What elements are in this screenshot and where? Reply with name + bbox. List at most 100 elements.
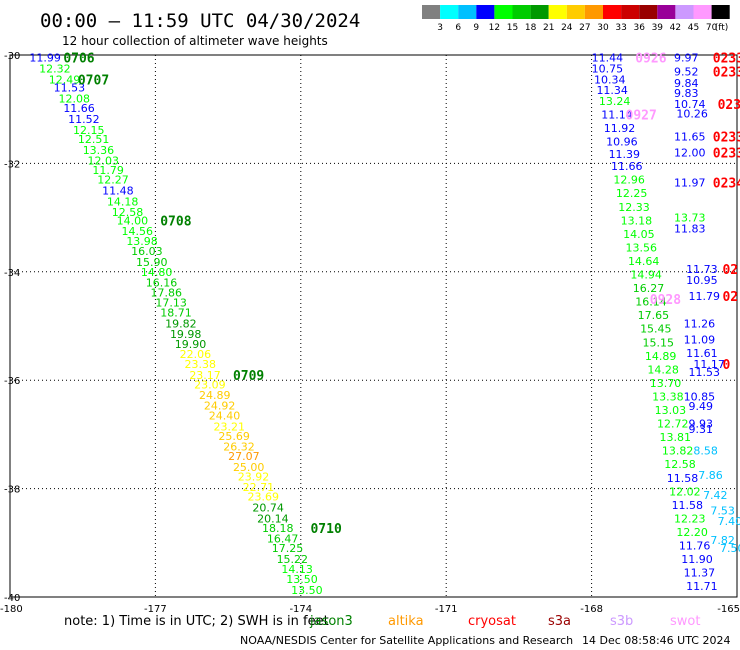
- x-tick-label: -165: [717, 604, 740, 615]
- colorbar-tick: 33: [615, 23, 626, 33]
- mission-legend: jason3 altika cryosat s3a s3b swot: [309, 614, 700, 629]
- wave-height-label: 22.71: [243, 481, 275, 494]
- wave-height-label: 15.22: [277, 553, 309, 566]
- wave-height-label: 14.28: [647, 363, 679, 376]
- wave-height-label: 13.50: [286, 573, 318, 586]
- mission-jason3: jason3: [309, 614, 353, 629]
- wave-height-label: 18.71: [160, 306, 192, 319]
- y-tick-label: -30: [4, 51, 20, 62]
- wave-height-label: 17.65: [638, 309, 670, 322]
- colorbar-swatch: [476, 5, 495, 19]
- wave-height-label: 11.97: [674, 176, 706, 189]
- colorbar-swatch: [548, 5, 567, 19]
- wave-height-label: 19.98: [170, 328, 202, 341]
- wave-height-label: 12.25: [616, 187, 648, 200]
- wave-height-label: 16.03: [131, 245, 163, 258]
- colorbar-tick: 15: [507, 23, 518, 33]
- wave-height-label: 13.81: [659, 431, 691, 444]
- point-labels: 11.9912.3212.4911.5312.0811.6611.5212.15…: [29, 52, 740, 597]
- wave-height-label: 24.92: [204, 400, 236, 413]
- colorbar: 3 6 9 12 15 18 21 24 27 30 33 36 39 42 45 70(ft): [422, 5, 730, 33]
- wave-height-label: 11.26: [684, 317, 716, 330]
- mission-swot: swot: [670, 614, 700, 629]
- time-label: 02: [722, 263, 738, 278]
- chart-title: 00:00 – 11:59 UTC 04/30/2024: [40, 10, 360, 32]
- y-tick-label: -38: [4, 485, 20, 496]
- colorbar-swatch: [494, 5, 513, 19]
- colorbar-swatch: [711, 5, 730, 19]
- time-label: 0928: [650, 293, 681, 308]
- colorbar-tick: 24: [561, 23, 573, 33]
- colorbar-unit: (ft): [715, 23, 729, 33]
- wave-height-label: 23.69: [247, 491, 279, 504]
- time-label: 0710: [310, 522, 341, 537]
- wave-height-label: 7.86: [698, 469, 723, 482]
- wave-height-label: 23.09: [194, 379, 226, 392]
- colorbar-swatch: [621, 5, 640, 19]
- wave-height-label: 17.13: [155, 297, 187, 310]
- wave-height-label: 12.15: [73, 124, 105, 137]
- wave-height-label: 11.37: [684, 567, 716, 580]
- wave-height-label: 11.79: [689, 290, 721, 303]
- time-label: 0234: [713, 176, 740, 191]
- colorbar-swatch: [675, 5, 694, 19]
- footer-note: note: 1) Time is in UTC; 2) SWH is in fe…: [64, 614, 329, 629]
- wave-height-label: 11.58: [672, 499, 704, 512]
- time-label: 0706: [63, 52, 94, 67]
- wave-height-label: 16.16: [146, 277, 178, 290]
- wave-height-label: 14.18: [107, 195, 139, 208]
- wave-height-label: 12.32: [39, 63, 71, 76]
- wave-height-label: 11.61: [686, 347, 718, 360]
- wave-height-label: 10.26: [676, 108, 708, 121]
- wave-height-label: 23.21: [214, 420, 246, 433]
- footer-credit: NOAA/NESDIS Center for Satellite Applica…: [240, 634, 573, 647]
- wave-height-label: 12.58: [112, 206, 144, 219]
- wave-height-label: 13.18: [621, 214, 653, 227]
- colorbar-swatch: [512, 5, 531, 19]
- wave-height-label: 12.27: [97, 174, 128, 187]
- wave-height-label: 14.80: [141, 266, 173, 279]
- colorbar-swatch: [458, 5, 477, 19]
- time-label: 0926: [635, 52, 666, 67]
- wave-height-label: 13.73: [674, 212, 706, 225]
- time-label: 0233: [713, 147, 740, 162]
- colorbar-tick: 30: [597, 23, 609, 33]
- wave-height-label: 9.49: [689, 400, 714, 413]
- wave-height-label: 10.74: [674, 98, 706, 111]
- chart-subtitle: 12 hour collection of altimeter wave hei…: [62, 34, 328, 48]
- wave-height-label: 10.96: [606, 136, 638, 149]
- colorbar-tick: 42: [670, 23, 681, 33]
- mission-s3a: s3a: [548, 614, 571, 629]
- colorbar-swatch: [422, 5, 441, 19]
- wave-height-label: 11.83: [674, 222, 706, 235]
- time-label: 02: [722, 290, 738, 305]
- wave-height-label: 12.23: [674, 512, 706, 525]
- wave-height-label: 23.17: [189, 369, 221, 382]
- wave-height-label: 7.50: [720, 542, 740, 555]
- wave-height-label: 20.74: [252, 502, 283, 515]
- wave-height-label: 10.75: [592, 63, 624, 76]
- wave-height-label: 9.52: [674, 65, 699, 78]
- wave-height-label: 11.34: [596, 84, 628, 97]
- wave-height-label: 7.40: [718, 515, 740, 528]
- wave-height-label: 11.48: [102, 185, 134, 198]
- colorbar-tick: 21: [543, 23, 554, 33]
- wave-height-label: 11.39: [609, 148, 641, 161]
- wave-height-label: 9.84: [674, 77, 699, 90]
- time-label: 0233: [718, 98, 740, 113]
- wave-height-label: 11.44: [592, 52, 624, 65]
- wave-height-label: 9.93: [689, 418, 714, 431]
- wave-height-label: 12.03: [88, 155, 120, 168]
- wave-height-label: 7.42: [703, 489, 728, 502]
- wave-height-label: 26.32: [223, 440, 255, 453]
- wave-height-label: 11.92: [604, 122, 636, 135]
- wave-height-label: 14.94: [630, 269, 662, 282]
- wave-height-label: 11.73: [686, 263, 718, 276]
- wave-height-label: 22.06: [180, 348, 212, 361]
- wave-height-label: 11.17: [693, 358, 725, 371]
- colorbar-swatch: [530, 5, 549, 19]
- wave-height-label: 11.66: [63, 102, 95, 115]
- time-label: 0709: [233, 369, 264, 384]
- wave-height-label: 11.99: [29, 52, 60, 65]
